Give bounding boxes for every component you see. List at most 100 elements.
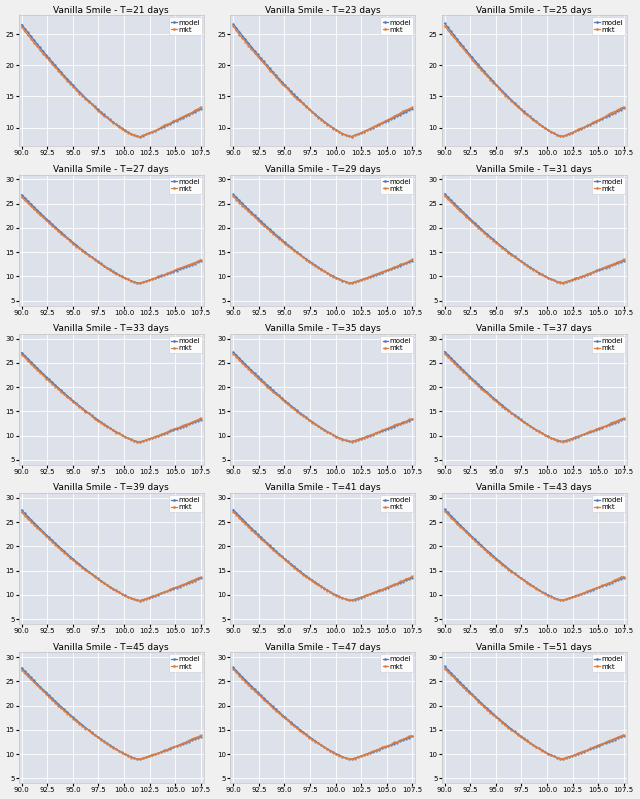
Line: mkt: mkt — [444, 195, 625, 284]
mkt — [229, 665, 237, 674]
model — [130, 753, 138, 763]
model — [471, 535, 479, 544]
mkt — [281, 397, 289, 407]
mkt — [79, 246, 86, 256]
Line: mkt: mkt — [232, 196, 413, 284]
mkt — [408, 255, 416, 264]
mkt — [18, 507, 26, 517]
model — [18, 506, 26, 515]
mkt — [63, 709, 71, 718]
mkt — [76, 89, 83, 98]
Title: Vanilla Smile - T=27 days: Vanilla Smile - T=27 days — [54, 165, 169, 174]
mkt — [471, 536, 479, 546]
model — [502, 89, 509, 99]
model — [441, 189, 449, 199]
mkt — [76, 719, 83, 729]
mkt — [79, 563, 86, 573]
model — [559, 595, 567, 605]
model — [287, 559, 295, 569]
mkt — [48, 221, 56, 231]
mkt — [502, 91, 509, 101]
Title: Vanilla Smile - T=43 days: Vanilla Smile - T=43 days — [476, 483, 592, 492]
model — [260, 535, 268, 545]
Legend: model, mkt: model, mkt — [169, 654, 202, 672]
model — [79, 721, 86, 730]
model — [620, 103, 628, 113]
mkt — [281, 555, 289, 564]
mkt — [348, 595, 355, 605]
mkt — [553, 130, 561, 140]
mkt — [499, 402, 506, 411]
mkt — [620, 255, 628, 264]
mkt — [197, 730, 205, 740]
mkt — [281, 81, 289, 91]
mkt — [130, 594, 138, 604]
mkt — [275, 551, 283, 560]
mkt — [290, 562, 298, 572]
model — [48, 57, 56, 66]
model — [408, 415, 416, 424]
model — [348, 278, 355, 288]
Legend: model, mkt: model, mkt — [169, 336, 202, 353]
mkt — [441, 507, 449, 516]
Title: Vanilla Smile - T=45 days: Vanilla Smile - T=45 days — [54, 642, 169, 651]
Title: Vanilla Smile - T=51 days: Vanilla Smile - T=51 days — [476, 642, 592, 651]
mkt — [63, 392, 71, 402]
mkt — [281, 714, 289, 723]
model — [408, 256, 416, 266]
Line: model: model — [232, 352, 413, 443]
mkt — [553, 435, 561, 445]
Line: model: model — [21, 667, 202, 760]
mkt — [559, 278, 567, 288]
Line: model: model — [444, 508, 625, 601]
mkt — [486, 550, 494, 559]
mkt — [408, 102, 416, 112]
Legend: model, mkt: model, mkt — [169, 18, 202, 34]
mkt — [553, 753, 561, 762]
mkt — [275, 75, 283, 85]
mkt — [70, 555, 77, 565]
mkt — [486, 75, 494, 85]
Title: Vanilla Smile - T=41 days: Vanilla Smile - T=41 days — [265, 483, 381, 492]
mkt — [499, 718, 506, 727]
mkt — [130, 753, 138, 762]
model — [275, 707, 283, 717]
mkt — [287, 560, 295, 570]
Title: Vanilla Smile - T=25 days: Vanilla Smile - T=25 days — [476, 6, 592, 14]
Legend: model, mkt: model, mkt — [592, 654, 625, 672]
model — [281, 80, 289, 89]
model — [63, 549, 71, 559]
Line: model: model — [21, 510, 202, 602]
mkt — [290, 721, 298, 730]
mkt — [499, 88, 506, 97]
model — [287, 718, 295, 727]
Legend: model, mkt: model, mkt — [592, 18, 625, 34]
model — [553, 276, 561, 286]
model — [136, 596, 144, 606]
model — [70, 713, 77, 722]
mkt — [620, 572, 628, 582]
mkt — [408, 571, 416, 581]
model — [260, 219, 268, 229]
Line: model: model — [232, 23, 413, 137]
model — [348, 437, 355, 447]
model — [559, 754, 567, 764]
mkt — [486, 392, 494, 401]
mkt — [70, 240, 77, 249]
Legend: model, mkt: model, mkt — [381, 18, 413, 34]
mkt — [559, 754, 567, 764]
Line: model: model — [232, 193, 413, 284]
mkt — [136, 278, 144, 288]
model — [342, 277, 349, 287]
mkt — [559, 595, 567, 605]
mkt — [76, 561, 83, 570]
model — [553, 594, 561, 604]
mkt — [76, 243, 83, 252]
model — [48, 377, 56, 387]
mkt — [471, 378, 479, 388]
mkt — [502, 245, 509, 255]
Line: mkt: mkt — [444, 353, 625, 443]
model — [348, 595, 355, 605]
model — [342, 753, 349, 763]
model — [281, 396, 289, 405]
